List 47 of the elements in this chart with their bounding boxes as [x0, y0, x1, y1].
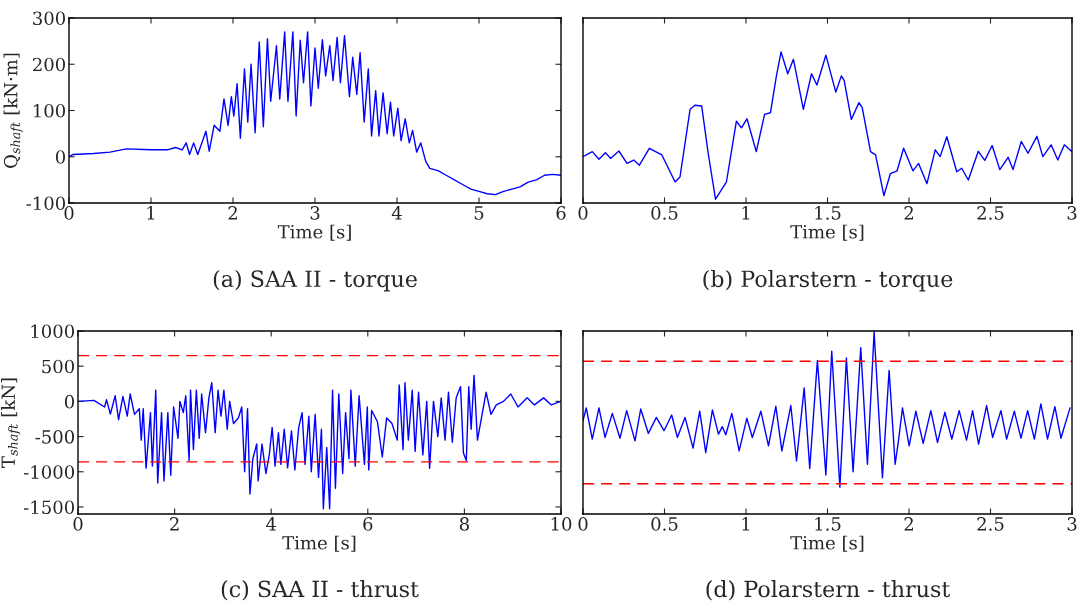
- x-tick-label: 3: [310, 206, 320, 220]
- x-tick-label: 4: [391, 206, 402, 220]
- x-tick-label: 1: [742, 206, 750, 220]
- x-tick-label: 2.5: [977, 206, 1004, 220]
- y-axis-title: Q$_{shaft}$ [kN·m]: [3, 53, 23, 168]
- y-tick-label: 1000: [31, 324, 75, 339]
- x-tick-label: 6: [363, 517, 373, 531]
- x-axis-title: Time [s]: [282, 535, 356, 552]
- x-tick-label: 5: [474, 206, 484, 220]
- x-tick-label: 2: [904, 206, 913, 220]
- x-axis-title: Time [s]: [790, 224, 864, 241]
- line-series: [69, 31, 561, 196]
- y-tick-label: 100: [33, 103, 66, 118]
- x-axis-title: Time [s]: [277, 224, 351, 241]
- y-tick-label: 200: [32, 57, 66, 72]
- x-tick-label: 0.5: [651, 517, 678, 531]
- x-tick-label: 2.5: [977, 517, 1004, 531]
- line-series: [78, 374, 561, 510]
- y-tick-label: -1500: [23, 500, 75, 515]
- x-tick-label: 1.5: [815, 517, 841, 531]
- x-tick-label: 2: [228, 206, 237, 220]
- x-tick-label: 0: [578, 206, 588, 220]
- y-tick-label: 500: [42, 359, 75, 374]
- x-axis-title: Time [s]: [790, 535, 864, 552]
- x-tick-label: 2: [170, 517, 179, 531]
- x-tick-label: 10: [551, 517, 572, 531]
- text: (b) Polarstern - torque: [703, 269, 953, 292]
- x-tick-label: 1: [742, 517, 750, 531]
- y-tick-label: 0: [64, 394, 75, 409]
- x-tick-label: 1.5: [815, 206, 841, 220]
- x-tick-label: 3: [1067, 517, 1077, 531]
- text: (a) SAA II - torque: [213, 269, 417, 292]
- x-tick-label: 0.5: [651, 206, 678, 220]
- y-tick-label: 0: [55, 150, 66, 164]
- x-tick-label: 4: [266, 517, 277, 531]
- text: (d) Polarstern - thrust: [706, 580, 951, 601]
- x-tick-label: 8: [459, 517, 469, 531]
- x-tick-label: 6: [556, 206, 566, 220]
- x-tick-label: 1: [147, 206, 155, 220]
- y-tick-label: 300: [33, 11, 66, 26]
- y-tick-label: -1000: [23, 465, 75, 479]
- x-tick-label: 3: [1067, 206, 1077, 220]
- x-tick-label: 2: [904, 517, 913, 531]
- y-tick-label: -500: [35, 430, 75, 444]
- text: (c) SAA II - thrust: [221, 580, 419, 601]
- y-axis-title: T$_{shaft}$ [kN]: [1, 378, 21, 468]
- x-tick-label: 0: [578, 517, 588, 531]
